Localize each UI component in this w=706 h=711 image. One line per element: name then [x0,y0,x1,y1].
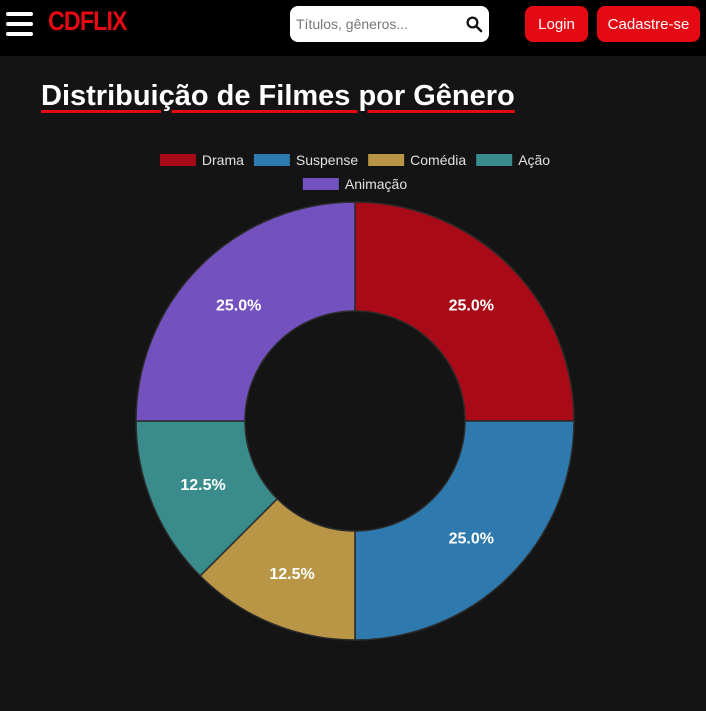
navbar: CDFLIX Login Cadastre-se [0,0,706,56]
data-label: 25.0% [216,298,261,315]
data-label: 12.5% [180,477,225,494]
page-title: Distribuição de Filmes por Gênero [41,80,515,112]
legend-label: Suspense [296,152,358,168]
slice-drama [354,201,575,422]
search-icon[interactable] [465,15,483,33]
legend-swatch-animação [302,178,339,190]
login-button[interactable]: Login [525,6,588,42]
hamburger-bar [6,22,33,26]
legend-label: Animação [345,176,407,192]
data-label: 12.5% [269,566,314,583]
signup-button[interactable]: Cadastre-se [597,6,700,42]
search-input[interactable] [296,13,456,35]
genre-chart: Drama Suspense Comédia Ação Animação 25.0% 25.… [0,140,706,700]
doughnut-chart: Drama Suspense Comédia Ação Animação 25.0% 25.… [135,152,575,641]
legend-label: Drama [202,152,244,168]
legend-swatch-suspense [253,154,290,166]
data-label: 25.0% [449,298,494,315]
legend-swatch-drama [159,154,196,166]
hamburger-menu-icon[interactable] [6,12,33,36]
legend-swatch-ação [476,154,513,166]
legend-label: Comédia [410,152,466,168]
legend-swatch-comédia [368,154,405,166]
search-box [290,6,489,42]
data-label: 25.0% [449,530,494,547]
hamburger-bar [6,12,33,16]
hamburger-bar [6,32,33,36]
legend-label: Ação [518,152,550,168]
slice-animação [135,201,356,422]
logo[interactable]: CDFLIX [48,6,128,36]
slice-suspense [354,420,575,641]
